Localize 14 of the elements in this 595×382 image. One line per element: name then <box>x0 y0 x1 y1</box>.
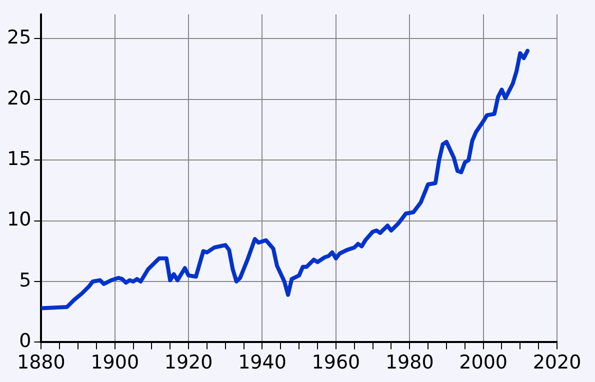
x-tick-label: 1920 <box>164 352 213 374</box>
y-tick-label: 10 <box>6 208 32 231</box>
x-tick-label: 1880 <box>16 352 66 374</box>
x-tick-label: 1960 <box>312 352 360 374</box>
x-tick-label: 1900 <box>90 352 140 374</box>
y-tick-label: 5 <box>19 269 32 292</box>
y-tick-label: 0 <box>19 330 32 352</box>
x-tick-label: 1940 <box>238 352 286 374</box>
x-tick-label: 2020 <box>532 352 582 374</box>
x-tick-label: 1980 <box>385 352 434 374</box>
y-tick-label: 25 <box>6 26 32 49</box>
y-tick-label: 15 <box>6 148 32 170</box>
y-tick-label: 20 <box>6 87 32 110</box>
x-tick-label: 2000 <box>459 352 508 374</box>
